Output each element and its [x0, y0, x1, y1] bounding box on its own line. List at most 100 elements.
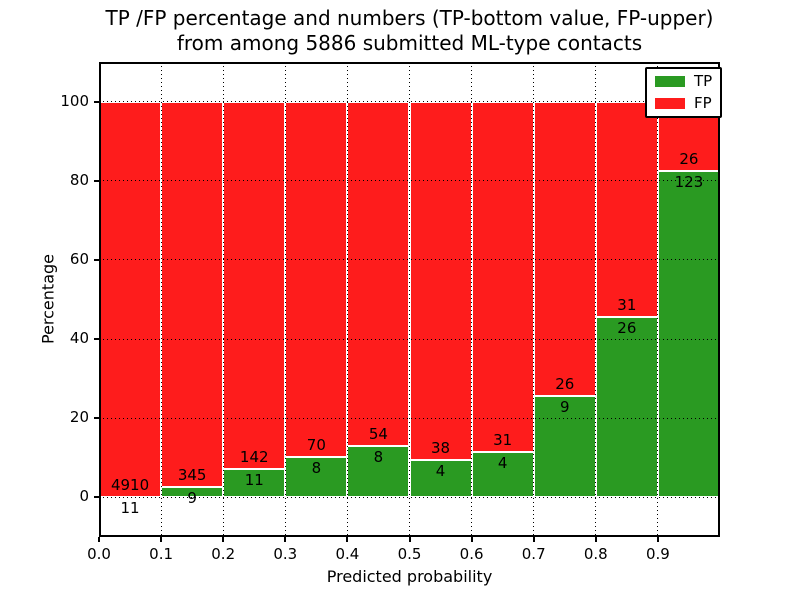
v-gridline — [471, 62, 473, 537]
x-tick-label: 0.0 — [87, 545, 111, 563]
bar-segment-fp — [347, 101, 410, 447]
x-tick-mark — [594, 537, 597, 542]
bar-segment-fp — [595, 101, 658, 317]
axis-spine-top — [99, 62, 720, 64]
fp-count-label: 26 — [679, 149, 699, 168]
fp-count-label: 54 — [368, 425, 388, 444]
bar-segment-tp — [285, 456, 348, 498]
tp-count-label: 9 — [187, 489, 197, 508]
chart-title-line1: TP /FP percentage and numbers (TP-bottom… — [105, 6, 714, 30]
x-tick-label: 0.9 — [645, 545, 670, 563]
fp-count-label: 345 — [177, 466, 207, 485]
axis-spine-right — [718, 62, 720, 537]
bar-segment-tp — [409, 459, 472, 498]
tp-color-swatch — [655, 76, 685, 87]
x-axis-label: Predicted probability — [326, 567, 493, 586]
h-gridline — [99, 259, 720, 261]
x-tick-label: 0.3 — [273, 545, 298, 563]
x-tick-mark — [532, 537, 535, 542]
bar-segment-tp — [595, 316, 658, 498]
x-tick-label: 0.1 — [149, 545, 174, 563]
axis-spine-left — [99, 62, 101, 537]
v-gridline — [409, 62, 410, 537]
legend-label-tp: TP — [694, 72, 713, 90]
fp-count-label: 142 — [239, 447, 269, 466]
h-gridline — [99, 101, 720, 103]
x-tick-label: 0.4 — [335, 545, 360, 563]
tp-count-label: 26 — [617, 318, 637, 337]
bar-segment-tp — [657, 170, 720, 498]
axis-spine-bottom — [99, 535, 720, 537]
y-tick-label: 80 — [69, 170, 89, 189]
x-tick-mark — [160, 537, 163, 542]
x-tick-mark — [346, 537, 349, 542]
bar-segment-fp — [471, 101, 534, 453]
v-gridline — [533, 62, 535, 537]
x-tick-label: 0.8 — [583, 545, 608, 563]
tp-count-label: 8 — [373, 448, 384, 467]
fp-count-label: 4910 — [110, 475, 150, 494]
bar-segment-fp — [285, 101, 348, 457]
y-tick-label: 0 — [79, 487, 89, 506]
v-gridline — [657, 62, 659, 537]
chart-title: TP /FP percentage and numbers (TP-bottom… — [99, 6, 720, 56]
tp-count-label: 8 — [311, 458, 322, 477]
fp-count-label: 26 — [555, 374, 575, 393]
y-axis-label: Percentage — [38, 253, 58, 345]
v-gridline — [160, 62, 162, 537]
bar-segment-tp — [223, 468, 286, 498]
legend-label-fp: FP — [694, 94, 712, 112]
v-gridline — [595, 62, 597, 537]
y-tick-mark — [94, 100, 99, 103]
x-tick-mark — [656, 537, 659, 542]
bar-segment-fp — [161, 101, 224, 488]
v-gridline — [284, 62, 286, 537]
y-tick-label: 40 — [69, 329, 89, 348]
bar-segment-fp — [223, 101, 286, 469]
bar-segment-tp — [471, 452, 534, 498]
y-tick-label: 60 — [69, 249, 89, 268]
bar-segment-tp — [161, 487, 224, 498]
fp-count-label: 38 — [431, 438, 451, 457]
tp-count-label: 11 — [120, 498, 140, 517]
tp-count-label: 9 — [559, 397, 570, 416]
tp-count-label: 123 — [674, 172, 704, 191]
y-tick-mark — [94, 496, 99, 499]
bar-segment-fp — [99, 101, 162, 497]
legend-entry-fp: FP — [655, 94, 712, 112]
x-tick-mark — [98, 537, 100, 542]
plot-area: Predicted probability TP FP 4910 11 345 9 14… — [60, 62, 723, 586]
h-gridline — [99, 496, 720, 498]
bar-segment-fp — [533, 101, 596, 396]
fp-color-swatch — [655, 98, 685, 109]
fp-count-label: 70 — [306, 435, 326, 454]
legend: TP FP — [645, 67, 723, 118]
y-tick-mark — [94, 338, 99, 341]
y-tick-mark — [94, 258, 99, 261]
y-tick-label: 20 — [69, 408, 89, 427]
x-tick-label: 0.5 — [397, 545, 422, 563]
x-tick-mark — [222, 537, 225, 542]
x-tick-mark — [470, 537, 473, 542]
fp-count-label: 31 — [617, 295, 637, 314]
chart-title-line2: from among 5886 submitted ML-type contac… — [176, 31, 643, 55]
y-tick-label: 100 — [60, 91, 89, 110]
x-tick-mark — [408, 537, 411, 542]
fp-count-label: 31 — [493, 431, 513, 450]
x-tick-label: 0.7 — [521, 545, 546, 563]
legend-entry-tp: TP — [655, 72, 713, 90]
tp-count-label: 11 — [244, 470, 264, 489]
x-tick-label: 0.2 — [211, 545, 236, 563]
v-gridline — [222, 62, 224, 537]
bar-segment-tp — [347, 446, 410, 498]
y-tick-mark — [94, 417, 99, 420]
v-gridline — [346, 62, 348, 537]
x-tick-mark — [284, 537, 287, 542]
tp-count-label: 4 — [497, 454, 508, 473]
x-tick-label: 0.6 — [459, 545, 484, 563]
h-gridline — [99, 180, 720, 182]
bar-segment-fp — [409, 101, 472, 460]
h-gridline — [99, 417, 720, 419]
h-gridline — [99, 338, 720, 340]
